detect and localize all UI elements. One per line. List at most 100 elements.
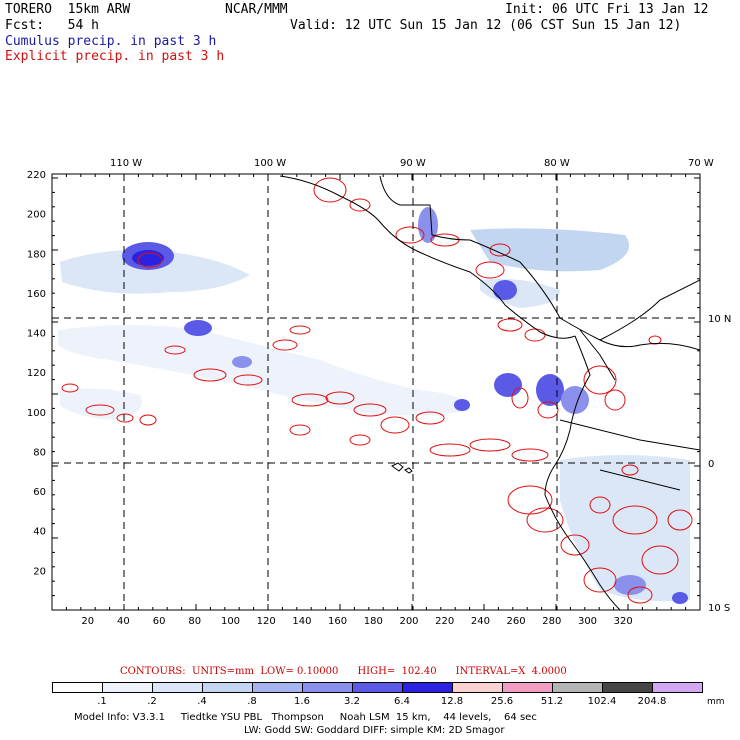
legend-swatch	[652, 682, 703, 693]
axis-ticks	[51, 174, 701, 611]
legend-swatch	[602, 682, 653, 693]
cumulus-label: Cumulus precip. in past 3 h	[5, 34, 217, 49]
organization: NCAR/MMM	[225, 2, 288, 17]
x-tick-label: 100	[221, 616, 240, 627]
forecast-hour: Fcst: 54 h	[5, 18, 99, 33]
legend-swatch	[152, 682, 203, 693]
cumulus-field-itcz	[58, 325, 470, 416]
contour-info: CONTOURS: UNITS=mm LOW= 0.10000 HIGH= 10…	[120, 666, 567, 677]
lon-label-110w: 110 W	[110, 158, 142, 169]
legend-swatch	[552, 682, 603, 693]
valid-time: Valid: 12 UTC Sun 15 Jan 12 (06 CST Sun …	[290, 18, 682, 33]
cumulus-field-southwest	[60, 388, 142, 420]
cumulus-core	[184, 320, 212, 336]
x-tick-label: 260	[507, 616, 526, 627]
coastlines	[279, 175, 700, 610]
y-tick-label: 60	[33, 487, 46, 498]
legend-unit: mm	[707, 697, 725, 707]
legend-label: 102.4	[587, 696, 617, 707]
cumulus-core	[493, 280, 517, 300]
legend-swatch	[452, 682, 503, 693]
x-tick-label: 40	[117, 616, 130, 627]
x-tick-label: 320	[614, 616, 633, 627]
lat-label-0: 0	[708, 459, 714, 470]
lat-label-10s: 10 S	[708, 603, 730, 614]
y-tick-label: 120	[27, 368, 46, 379]
legend-label: 25.6	[490, 696, 514, 707]
cumulus-field-central	[480, 278, 560, 308]
cumulus-core	[614, 575, 646, 595]
cumulus-core	[672, 592, 688, 604]
cumulus-field-caribbean	[470, 228, 630, 272]
y-tick-label: 180	[27, 249, 46, 260]
legend-swatch	[252, 682, 303, 693]
galapagos	[391, 462, 413, 474]
y-tick-label: 160	[27, 289, 46, 300]
x-tick-label: 120	[257, 616, 276, 627]
lat-label-10n: 10 N	[708, 314, 731, 325]
y-tick-label: 80	[33, 447, 46, 458]
lon-label-90w: 90 W	[400, 158, 426, 169]
cumulus-core	[494, 373, 522, 397]
cumulus-core	[418, 207, 438, 243]
cumulus-core	[454, 399, 470, 411]
coastline-gulf	[379, 175, 521, 263]
legend-label: 3.2	[344, 696, 360, 707]
x-tick-label: 240	[471, 616, 490, 627]
graticule	[52, 174, 700, 610]
legend-swatch	[352, 682, 403, 693]
legend-label: 51.2	[540, 696, 564, 707]
cumulus-core	[232, 356, 252, 368]
country-borders	[559, 329, 700, 491]
legend-label: .2	[147, 696, 157, 707]
x-tick-label: 80	[188, 616, 201, 627]
legend-label: .1	[97, 696, 107, 707]
model-title: TORERO 15km ARW	[5, 2, 131, 17]
legend-label: 12.8	[440, 696, 464, 707]
y-tick-label: 20	[33, 566, 46, 577]
legend-label: .8	[247, 696, 257, 707]
y-tick-label: 220	[27, 170, 46, 181]
coastline-south-america-north	[599, 339, 700, 351]
legend-label: 1.6	[294, 696, 310, 707]
coastline-south-america-west	[544, 335, 621, 610]
x-tick-label: 300	[578, 616, 597, 627]
x-tick-label: 140	[292, 616, 311, 627]
x-tick-label: 60	[153, 616, 166, 627]
legend-swatch	[52, 682, 103, 693]
x-tick-label: 280	[542, 616, 561, 627]
x-tick-label: 200	[399, 616, 418, 627]
cumulus-core	[561, 386, 589, 414]
init-time: Init: 06 UTC Fri 13 Jan 12	[505, 2, 709, 17]
x-tick-labels: 20 40 60 80 100 120 140 160 180 200 220 240 260 280 30…	[81, 616, 632, 627]
y-tick-label: 40	[33, 527, 46, 538]
y-tick-label: 140	[27, 329, 46, 340]
legend-swatch	[302, 682, 353, 693]
lon-label-70w: 70 W	[688, 158, 714, 169]
legend-swatch	[502, 682, 553, 693]
map-frame	[51, 173, 701, 611]
legend-label: 6.4	[394, 696, 410, 707]
cumulus-core	[132, 250, 164, 266]
coastline-mexico-central-america	[279, 175, 576, 339]
physics-info: LW: Godd SW: Goddard DIFF: simple KM: 2D…	[244, 725, 505, 736]
explicit-label: Explicit precip. in past 3 h	[5, 49, 225, 64]
y-tick-label: 100	[27, 408, 46, 419]
y-tick-label: 200	[27, 210, 46, 221]
legend-label: .4	[197, 696, 207, 707]
cumulus-shading	[58, 207, 690, 604]
legend-label: 204.8	[637, 696, 667, 707]
cumulus-core	[536, 374, 564, 406]
lon-label-100w: 100 W	[254, 158, 286, 169]
model-info: Model Info: V3.3.1 Tiedtke YSU PBL Thomp…	[74, 712, 537, 723]
x-tick-label: 20	[81, 616, 94, 627]
x-tick-label: 180	[364, 616, 383, 627]
legend-swatch	[102, 682, 153, 693]
y-tick-labels: 20 40 60 80 100 120 140 160 180 200 220	[27, 170, 46, 577]
cumulus-field-west	[60, 249, 250, 294]
legend-swatch	[402, 682, 453, 693]
x-tick-label: 220	[435, 616, 454, 627]
cumulus-field-andes	[560, 455, 690, 602]
legend-swatch	[202, 682, 253, 693]
